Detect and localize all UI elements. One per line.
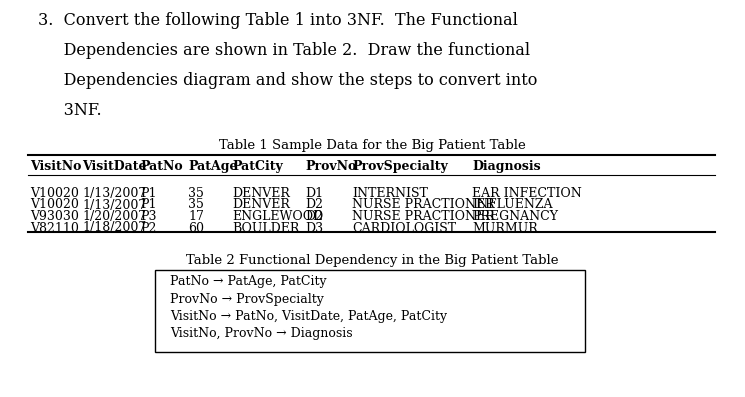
- Text: Diagnosis: Diagnosis: [472, 160, 541, 173]
- Text: Dependencies are shown in Table 2.  Draw the functional: Dependencies are shown in Table 2. Draw …: [38, 42, 530, 59]
- Text: 35: 35: [188, 198, 204, 212]
- Text: PatAge: PatAge: [188, 160, 238, 173]
- Text: MURMUR: MURMUR: [472, 222, 538, 235]
- Text: Table 2 Functional Dependency in the Big Patient Table: Table 2 Functional Dependency in the Big…: [186, 254, 558, 267]
- Text: INTERNIST: INTERNIST: [352, 187, 428, 200]
- Text: INFLUENZA: INFLUENZA: [472, 198, 553, 212]
- Text: BOULDER: BOULDER: [232, 222, 299, 235]
- Text: PatNo → PatAge, PatCity: PatNo → PatAge, PatCity: [170, 275, 326, 288]
- Text: 1/18/2007: 1/18/2007: [82, 222, 146, 235]
- Text: ENGLEWOOD: ENGLEWOOD: [232, 210, 323, 223]
- Text: D1: D1: [305, 187, 323, 200]
- Text: 35: 35: [188, 187, 204, 200]
- Text: 3NF.: 3NF.: [38, 102, 101, 119]
- Text: VisitNo, ProvNo → Diagnosis: VisitNo, ProvNo → Diagnosis: [170, 328, 352, 341]
- Text: D3: D3: [305, 222, 323, 235]
- Text: D2: D2: [305, 210, 323, 223]
- Text: D2: D2: [305, 198, 323, 212]
- Text: Dependencies diagram and show the steps to convert into: Dependencies diagram and show the steps …: [38, 72, 537, 89]
- Text: EAR INFECTION: EAR INFECTION: [472, 187, 582, 200]
- Text: DENVER: DENVER: [232, 198, 290, 212]
- Text: VisitNo → PatNo, VisitDate, PatAge, PatCity: VisitNo → PatNo, VisitDate, PatAge, PatC…: [170, 310, 447, 323]
- Text: DENVER: DENVER: [232, 187, 290, 200]
- Text: P1: P1: [140, 187, 156, 200]
- FancyBboxPatch shape: [155, 270, 585, 352]
- Text: V10020: V10020: [30, 198, 79, 212]
- Text: Table 1 Sample Data for the Big Patient Table: Table 1 Sample Data for the Big Patient …: [218, 139, 525, 152]
- Text: NURSE PRACTIONER: NURSE PRACTIONER: [352, 198, 495, 212]
- Text: PatNo: PatNo: [140, 160, 183, 173]
- Text: ProvNo: ProvNo: [305, 160, 356, 173]
- Text: 1/20/2007: 1/20/2007: [82, 210, 146, 223]
- Text: V82110: V82110: [30, 222, 79, 235]
- Text: VisitDate: VisitDate: [82, 160, 147, 173]
- Text: P1: P1: [140, 198, 156, 212]
- Text: 17: 17: [188, 210, 204, 223]
- Text: P2: P2: [140, 222, 156, 235]
- Text: PREGNANCY: PREGNANCY: [472, 210, 558, 223]
- Text: CARDIOLOGIST: CARDIOLOGIST: [352, 222, 456, 235]
- Text: V93030: V93030: [30, 210, 79, 223]
- Text: ProvNo → ProvSpecialty: ProvNo → ProvSpecialty: [170, 293, 324, 306]
- Text: P3: P3: [140, 210, 156, 223]
- Text: 1/13/2007: 1/13/2007: [82, 187, 146, 200]
- Text: 1/13/2007: 1/13/2007: [82, 198, 146, 212]
- Text: PatCity: PatCity: [232, 160, 283, 173]
- Text: VisitNo: VisitNo: [30, 160, 81, 173]
- Text: V10020: V10020: [30, 187, 79, 200]
- Text: NURSE PRACTIONER: NURSE PRACTIONER: [352, 210, 495, 223]
- Text: 3.  Convert the following Table 1 into 3NF.  The Functional: 3. Convert the following Table 1 into 3N…: [38, 12, 518, 29]
- Text: 60: 60: [188, 222, 204, 235]
- Text: ProvSpecialty: ProvSpecialty: [352, 160, 448, 173]
